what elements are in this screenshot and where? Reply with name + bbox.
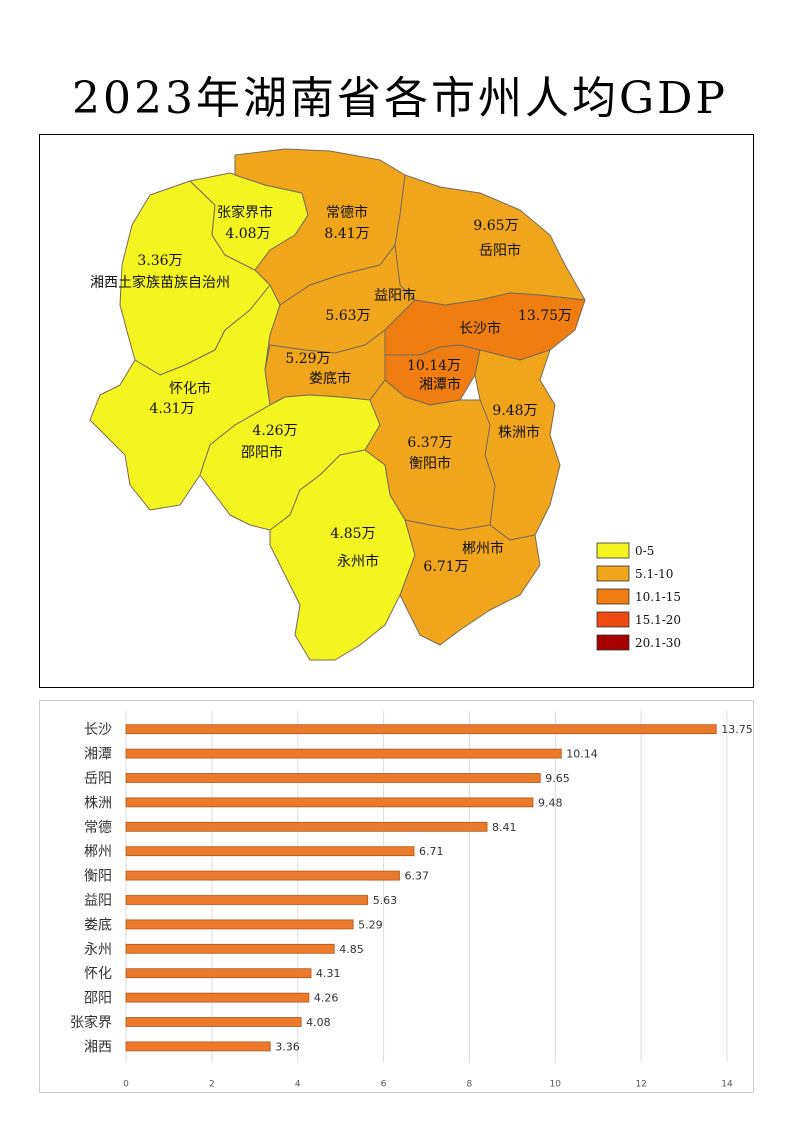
label-changsha-name: 长沙市 (459, 320, 501, 337)
region-yueyang (394, 174, 586, 306)
bar-chart: 长沙湘潭岳阳株洲常德郴州衡阳益阳娄底永州怀化邵阳张家界湘西 13.75 10.14… (39, 700, 754, 1093)
bar-2 (125, 773, 541, 783)
label-chenzhou-name: 郴州市 (462, 540, 504, 557)
region-chenzhou (399, 519, 541, 646)
legend-label-0: 0-5 (635, 544, 654, 558)
category-label: 湘西 (84, 1039, 112, 1055)
label-yueyang-value: 9.65万 (473, 218, 518, 234)
value-label: 4.31 (316, 967, 341, 980)
label-changsha-value: 13.75万 (518, 308, 572, 324)
value-label: 4.26 (314, 992, 339, 1005)
label-yiyang-name: 益阳市 (374, 287, 416, 304)
category-label: 株洲 (84, 795, 112, 811)
label-xiangxi-value: 3.36万 (137, 253, 182, 269)
map-canvas: 张家界市 4.08万 3.36万 湘西土家族苗族自治州 常德市 8.41万 9.… (89, 148, 681, 661)
bar-11 (125, 992, 310, 1003)
value-label: 9.65 (545, 772, 570, 785)
value-label: 8.41 (492, 821, 517, 834)
bar-1 (125, 748, 562, 759)
map-legend: 0-5 5.1-10 10.1-15 15.1-20 20.1-30 (596, 542, 681, 651)
category-label: 益阳 (84, 893, 112, 909)
label-yiyang-value: 5.63万 (325, 308, 370, 324)
category-label: 娄底 (84, 917, 112, 933)
bar-6 (125, 870, 400, 881)
label-chenzhou-value: 6.71万 (423, 559, 468, 575)
legend-swatch-3 (596, 611, 630, 628)
bar-4 (125, 821, 488, 832)
value-label: 4.08 (306, 1016, 331, 1029)
bar-3 (125, 797, 534, 808)
x-tick-label: 14 (721, 1080, 733, 1090)
label-hengyang-name: 衡阳市 (409, 455, 451, 472)
legend-swatch-4 (596, 634, 630, 651)
label-hengyang-value: 6.37万 (407, 435, 452, 451)
bar-0 (125, 724, 717, 735)
value-label: 6.71 (419, 845, 444, 858)
category-label: 邵阳 (84, 991, 112, 1007)
category-label: 长沙 (84, 722, 112, 738)
bar-9 (125, 943, 335, 954)
x-tick-label: 0 (123, 1080, 129, 1090)
x-tick-label: 10 (550, 1080, 562, 1090)
value-label: 5.63 (373, 894, 398, 907)
x-tick-label: 4 (295, 1080, 301, 1090)
label-xiangtan-value: 10.14万 (407, 358, 461, 374)
value-label: 6.37 (404, 870, 429, 883)
legend-label-4: 20.1-30 (635, 636, 681, 650)
value-label: 3.36 (275, 1040, 300, 1053)
legend-label-1: 5.1-10 (635, 567, 673, 581)
bar-7 (125, 895, 369, 905)
page-title: 2023年湖南省各市州人均GDP (71, 73, 728, 124)
legend-label-2: 10.1-15 (635, 590, 681, 604)
category-label: 岳阳 (84, 771, 112, 787)
category-label: 张家界 (70, 1014, 112, 1031)
label-xiangtan-name: 湘潭市 (419, 376, 461, 393)
legend-swatch-0 (596, 542, 630, 559)
value-label: 13.75 (721, 723, 753, 736)
category-label: 常德 (84, 820, 112, 836)
label-huaihua-name: 怀化市 (169, 380, 211, 397)
bar-12 (125, 1017, 302, 1027)
label-zhuzhou-name: 株洲市 (498, 424, 540, 441)
category-label: 衡阳 (84, 869, 112, 885)
value-label: 4.85 (339, 943, 364, 956)
label-yueyang-name: 岳阳市 (479, 242, 521, 259)
value-label: 5.29 (358, 918, 383, 931)
label-loudi-value: 5.29万 (285, 351, 330, 367)
bar-13 (125, 1041, 271, 1052)
x-tick-label: 2 (209, 1080, 215, 1090)
label-yongzhou-name: 永州市 (337, 553, 379, 570)
bar-5 (125, 846, 415, 857)
x-tick-label: 12 (635, 1080, 646, 1090)
x-tick-label: 6 (381, 1080, 387, 1090)
label-changde-name: 常德市 (326, 204, 368, 221)
category-label: 怀化 (84, 966, 112, 982)
region-yongzhou (269, 449, 416, 661)
legend-swatch-2 (596, 588, 630, 605)
legend-swatch-1 (596, 565, 630, 582)
label-zhangjiajie-name: 张家界市 (217, 204, 273, 221)
bar-8 (125, 919, 354, 930)
legend-label-3: 15.1-20 (635, 613, 681, 627)
value-label: 9.48 (538, 796, 563, 809)
category-label: 永州 (84, 942, 112, 958)
label-shaoyang-name: 邵阳市 (241, 444, 283, 461)
value-label: 10.14 (566, 748, 598, 761)
category-label: 湘潭 (84, 746, 112, 763)
label-zhuzhou-value: 9.48万 (492, 403, 537, 419)
label-yongzhou-value: 4.85万 (330, 526, 375, 542)
label-changde-value: 8.41万 (324, 226, 369, 242)
label-xiangxi-name: 湘西土家族苗族自治州 (90, 274, 230, 291)
label-zhangjiajie-value: 4.08万 (225, 226, 270, 242)
label-huaihua-value: 4.31万 (149, 401, 194, 417)
x-tick-label: 8 (467, 1080, 473, 1090)
bar-10 (125, 968, 312, 979)
label-shaoyang-value: 4.26万 (252, 423, 297, 439)
choropleth-map: 张家界市 4.08万 3.36万 湘西土家族苗族自治州 常德市 8.41万 9.… (39, 134, 754, 688)
category-label: 郴州 (84, 844, 112, 860)
label-loudi-name: 娄底市 (309, 370, 351, 387)
